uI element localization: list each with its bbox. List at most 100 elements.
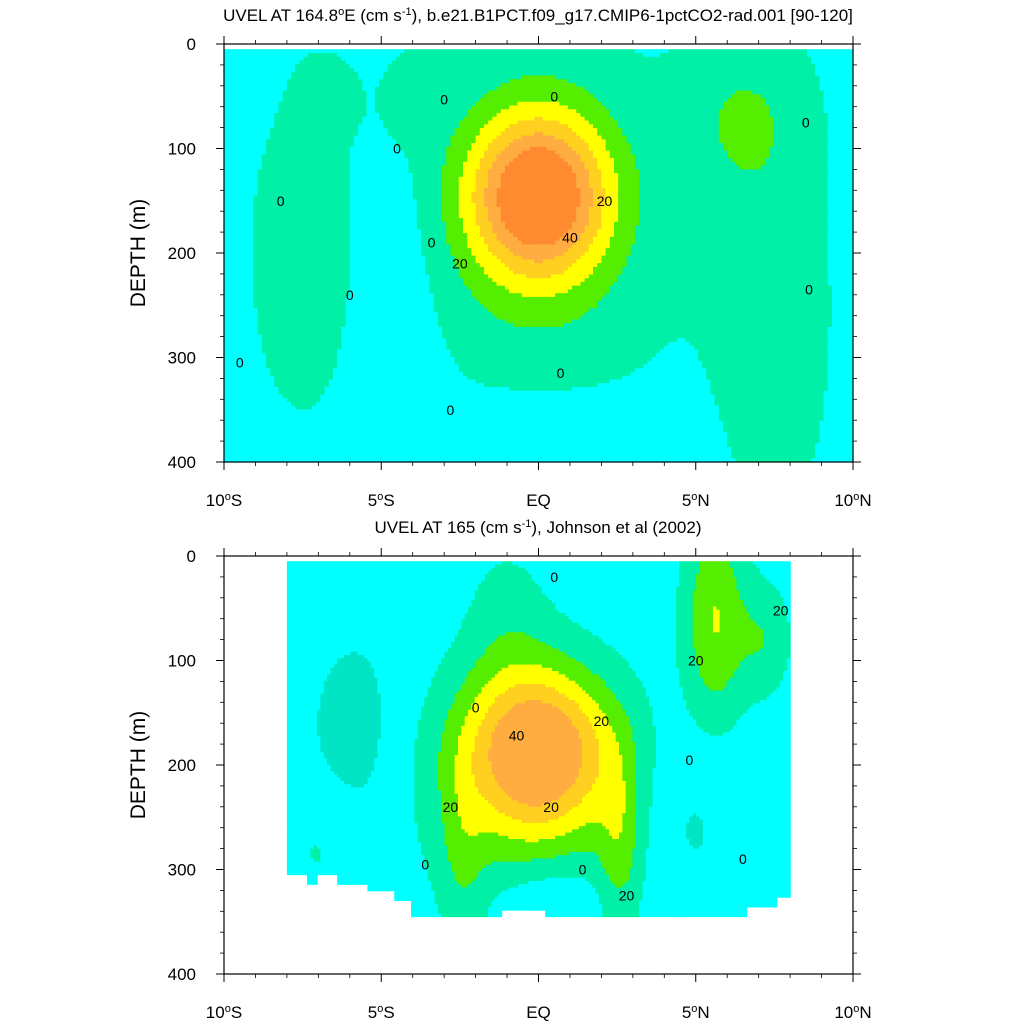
contour-cell xyxy=(245,327,250,331)
contour-cell xyxy=(228,417,233,421)
contour-cell xyxy=(320,443,325,447)
contour-cell xyxy=(333,237,338,241)
contour-cell xyxy=(312,406,317,410)
contour-cell xyxy=(320,147,325,151)
contour-cell xyxy=(249,274,254,278)
contour-cell xyxy=(253,136,258,140)
contour-cell xyxy=(295,286,300,290)
contour-cell xyxy=(304,79,309,83)
contour-cell xyxy=(400,211,405,215)
contour-cell xyxy=(253,443,258,447)
contour-cell xyxy=(350,252,355,256)
contour-cell xyxy=(375,402,380,406)
contour-cell xyxy=(291,109,296,113)
contour-cell xyxy=(409,72,414,76)
contour-cell xyxy=(354,256,359,260)
contour-cell xyxy=(413,196,418,200)
contour-cell xyxy=(262,181,267,185)
contour-cell xyxy=(404,342,409,346)
contour-cell xyxy=(232,301,237,305)
contour-cell xyxy=(329,188,334,192)
contour-cell xyxy=(262,259,267,263)
contour-cell xyxy=(413,192,418,196)
contour-cell xyxy=(308,267,313,271)
contour-cell xyxy=(232,391,237,395)
contour-cell xyxy=(392,409,397,413)
contour-cell xyxy=(245,109,250,113)
contour-cell xyxy=(266,173,271,177)
contour-cell xyxy=(312,151,317,155)
contour-cell xyxy=(258,301,263,305)
contour-cell xyxy=(413,203,418,207)
contour-cell xyxy=(316,432,321,436)
contour-cell xyxy=(308,398,313,402)
contour-cell xyxy=(266,409,271,413)
contour-cell xyxy=(371,132,376,136)
contour-cell xyxy=(396,181,401,185)
contour-cell xyxy=(409,319,414,323)
contour-cell xyxy=(262,364,267,368)
contour-cell xyxy=(291,376,296,380)
contour-cell xyxy=(354,244,359,248)
contour-cell xyxy=(245,79,250,83)
contour-cell xyxy=(312,443,317,447)
contour-cell xyxy=(228,199,233,203)
contour-cell xyxy=(404,353,409,357)
contour-cell xyxy=(409,109,414,113)
contour-cell xyxy=(249,436,254,440)
contour-cell xyxy=(400,117,405,121)
contour-cell xyxy=(312,154,317,158)
contour-cell xyxy=(375,79,380,83)
contour-cell xyxy=(329,203,334,207)
contour-cell xyxy=(333,196,338,200)
contour-cell xyxy=(237,49,242,53)
contour-cell xyxy=(249,406,254,410)
contour-cell xyxy=(237,109,242,113)
contour-cell xyxy=(341,237,346,241)
contour-cell xyxy=(262,346,267,350)
contour-cell xyxy=(371,282,376,286)
contour-cell xyxy=(400,259,405,263)
contour-cell xyxy=(325,68,330,72)
contour-cell xyxy=(295,207,300,211)
contour-cell xyxy=(409,297,414,301)
contour-cell xyxy=(362,128,367,132)
contour-cell xyxy=(266,241,271,245)
contour-cell xyxy=(258,222,263,226)
contour-cell xyxy=(333,439,338,443)
contour-cell xyxy=(358,368,363,372)
contour-cell xyxy=(333,132,338,136)
contour-cell xyxy=(245,413,250,417)
contour-cell xyxy=(400,428,405,432)
contour-cell xyxy=(232,49,237,53)
contour-cell xyxy=(262,379,267,383)
contour-cell xyxy=(329,455,334,459)
contour-cell xyxy=(299,248,304,252)
contour-cell xyxy=(287,398,292,402)
contour-cell xyxy=(371,173,376,177)
contour-cell xyxy=(413,162,418,166)
contour-cell xyxy=(228,75,233,79)
contour-cell xyxy=(274,64,279,68)
contour-cell xyxy=(354,327,359,331)
contour-cell xyxy=(358,109,363,113)
contour-cell xyxy=(404,162,409,166)
contour-cell xyxy=(350,263,355,267)
contour-cell xyxy=(383,304,388,308)
contour-cell xyxy=(312,278,317,282)
contour-cell xyxy=(333,353,338,357)
contour-cell xyxy=(396,316,401,320)
contour-cell xyxy=(409,357,414,361)
contour-cell xyxy=(404,376,409,380)
contour-cell xyxy=(341,278,346,282)
contour-cell xyxy=(358,132,363,136)
contour-cell xyxy=(392,252,397,256)
contour-cell xyxy=(312,364,317,368)
contour-cell xyxy=(320,323,325,327)
contour-cell xyxy=(371,455,376,459)
contour-cell xyxy=(228,162,233,166)
contour-cell xyxy=(249,139,254,143)
contour-cell xyxy=(316,83,321,87)
contour-cell xyxy=(383,229,388,233)
contour-cell xyxy=(241,417,246,421)
